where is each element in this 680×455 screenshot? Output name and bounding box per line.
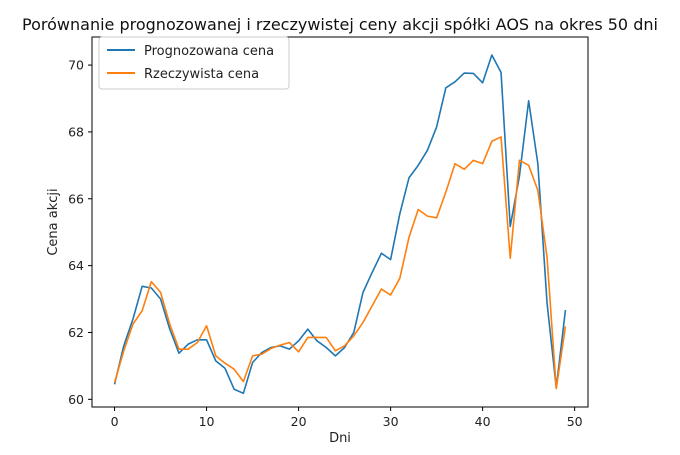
y-tick-label: 66	[68, 191, 84, 206]
y-tick-label: 64	[68, 258, 84, 273]
series-lines	[113, 54, 567, 395]
x-tick-label: 40	[475, 414, 491, 429]
series-line-actual	[113, 136, 567, 390]
x-tick-label: 30	[383, 414, 399, 429]
legend: Prognozowana cena Rzeczywista cena	[98, 36, 290, 90]
y-axis: 60 62 64 66 68 70	[68, 58, 92, 407]
axes-frame	[91, 36, 589, 408]
chart-title: Porównanie prognozowanej i rzeczywistej …	[22, 15, 658, 34]
series-line-predicted	[113, 54, 567, 395]
x-axis-label: Dni	[329, 431, 351, 446]
y-tick-label: 68	[68, 124, 84, 139]
legend-label-predicted: Prognozowana cena	[144, 44, 274, 59]
y-tick-label: 60	[68, 392, 84, 407]
x-tick-label: 20	[291, 414, 307, 429]
y-tick-label: 70	[68, 58, 84, 73]
plot-area	[91, 36, 589, 408]
x-axis: 0 10 20 30 40 50	[111, 407, 583, 429]
y-tick-label: 62	[68, 325, 84, 340]
x-tick-label: 10	[199, 414, 215, 429]
legend-box	[98, 36, 290, 90]
x-tick-label: 0	[111, 414, 119, 429]
y-axis-label: Cena akcji	[46, 188, 61, 255]
x-tick-label: 50	[567, 414, 583, 429]
legend-label-actual: Rzeczywista cena	[144, 67, 259, 82]
